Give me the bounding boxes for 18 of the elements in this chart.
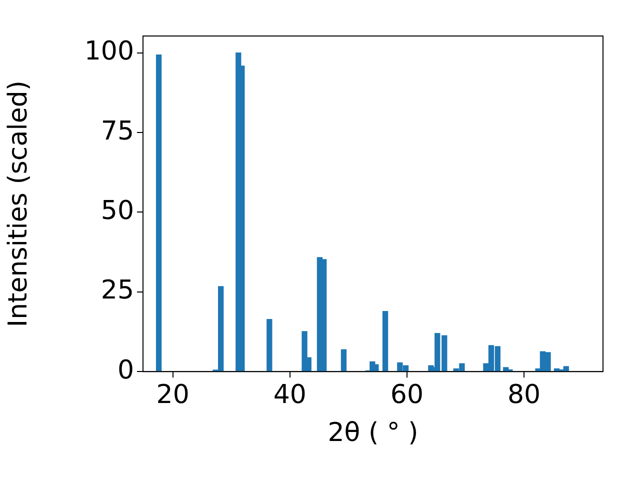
y-tick-label: 75: [100, 116, 134, 146]
y-tick-label: 50: [100, 196, 134, 226]
x-axis-title: 2θ ( ° ): [328, 418, 418, 448]
bar: [321, 259, 327, 372]
x-tick-label: 60: [390, 380, 424, 410]
bar: [373, 364, 379, 372]
bar: [156, 54, 162, 372]
y-tick-label: 100: [84, 36, 134, 67]
bar: [340, 349, 347, 372]
x-tick-label: 40: [273, 380, 306, 410]
y-tick-label: 0: [117, 355, 134, 386]
bar: [266, 319, 272, 372]
y-tick-label: 25: [100, 276, 134, 306]
x-tick-label: 80: [507, 380, 541, 410]
x-tick-label: 20: [156, 380, 190, 410]
bar: [382, 311, 388, 372]
y-axis-title: Intensities (scaled): [3, 80, 34, 328]
bar: [302, 331, 308, 372]
